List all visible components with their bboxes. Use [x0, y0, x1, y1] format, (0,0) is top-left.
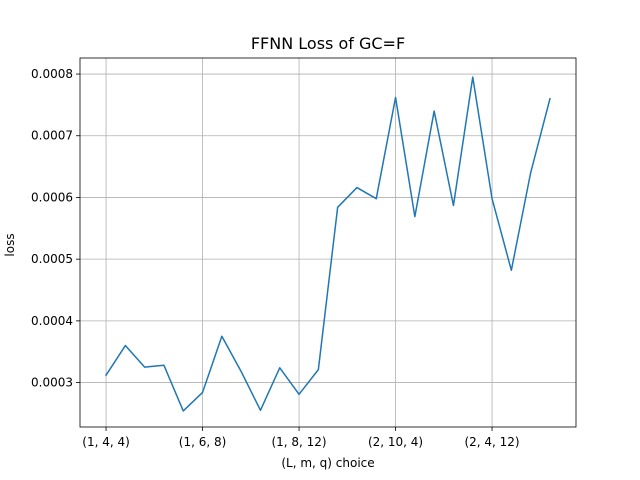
ticks-layer: (1, 4, 4) (1, 6, 8) (1, 8, 12) (2, 10, 4) (2… — [31, 67, 520, 449]
plot-frame — [79, 57, 577, 428]
x-tick-label: (1, 6, 8) — [179, 435, 227, 449]
x-tick-label: (1, 4, 4) — [82, 435, 130, 449]
y-axis-label: loss — [3, 233, 17, 256]
grid-layer — [80, 58, 576, 427]
x-tick-label: (2, 4, 12) — [464, 435, 519, 449]
chart-title: FFNN Loss of GC=F — [251, 34, 405, 53]
y-tick-label: 0.0008 — [31, 67, 73, 81]
series-layer — [105, 76, 551, 412]
y-tick-label: 0.0006 — [31, 190, 73, 204]
y-tick-label: 0.0007 — [31, 129, 73, 143]
y-tick-label: 0.0005 — [31, 252, 73, 266]
x-axis-label: (L, m, q) choice — [281, 456, 374, 470]
x-tick-label: (1, 8, 12) — [271, 435, 326, 449]
series-line — [105, 76, 551, 412]
x-tick-label: (2, 10, 4) — [368, 435, 423, 449]
y-tick-label: 0.0004 — [31, 314, 73, 328]
y-tick-label: 0.0003 — [31, 376, 73, 390]
